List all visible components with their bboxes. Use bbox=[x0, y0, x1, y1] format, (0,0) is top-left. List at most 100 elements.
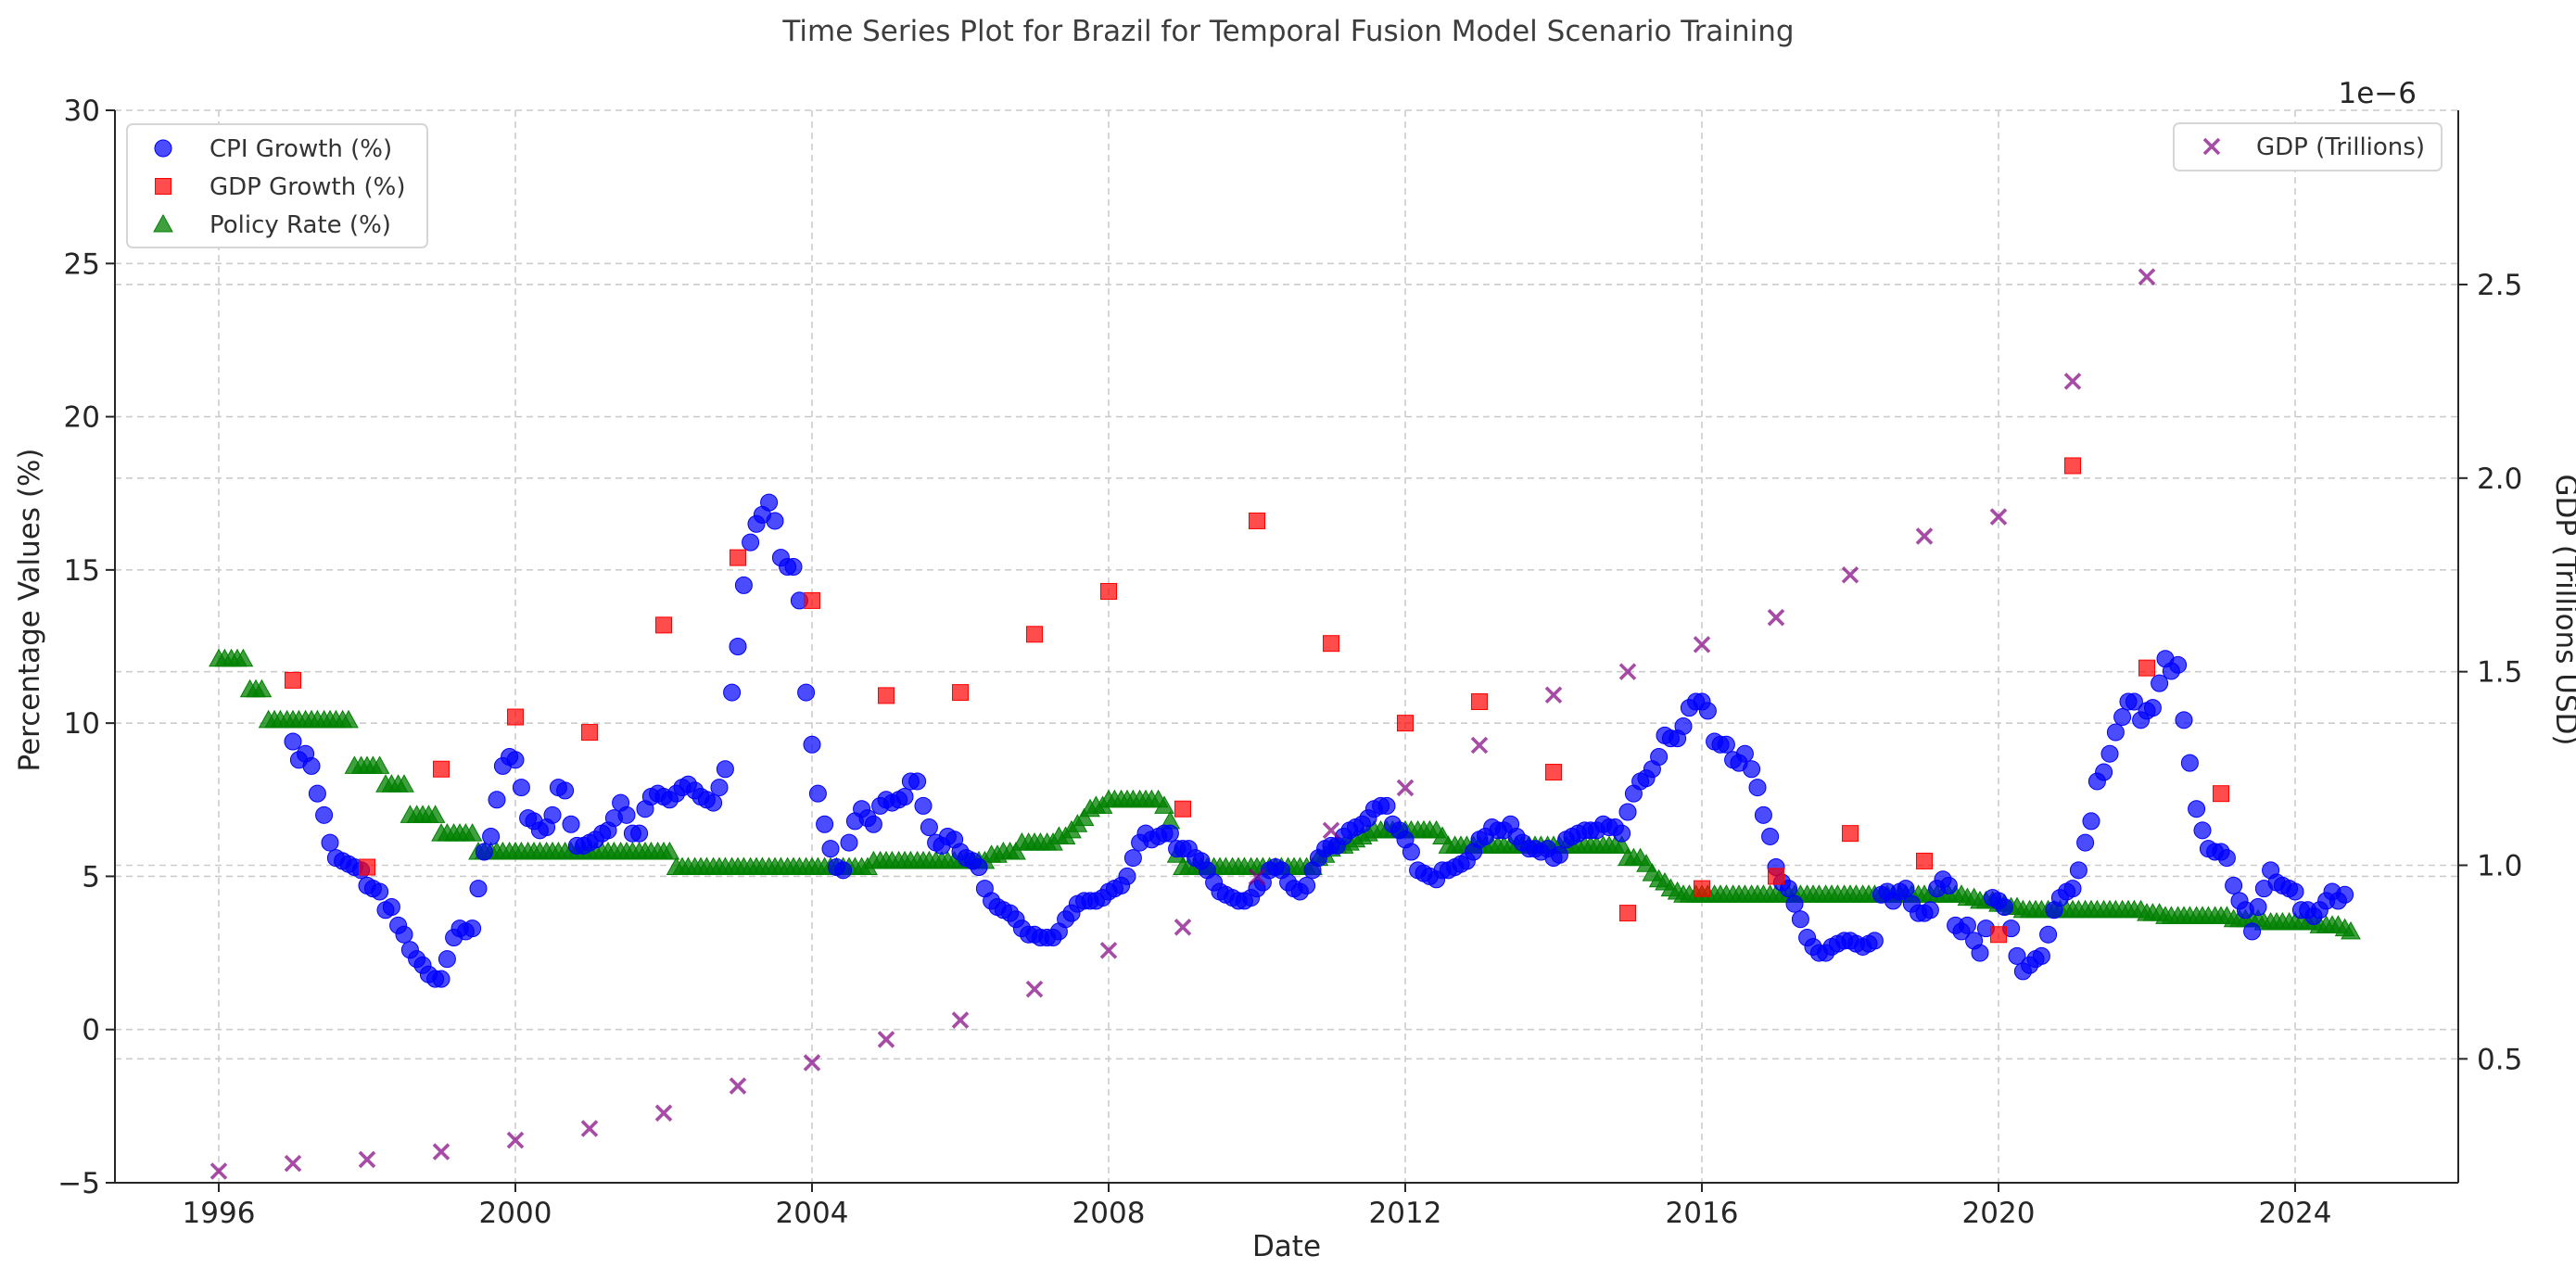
circle-point bbox=[2286, 882, 2304, 901]
square-point bbox=[2064, 457, 2081, 475]
y-tick-label: 15 bbox=[64, 554, 100, 588]
circle-point bbox=[1791, 910, 1809, 929]
x-tick-label: 1996 bbox=[183, 1197, 256, 1230]
circle-point bbox=[2151, 674, 2169, 692]
x-point bbox=[1544, 686, 1563, 704]
x-tick-label: 2016 bbox=[1666, 1197, 1739, 1230]
circle-point bbox=[1748, 779, 1767, 797]
circle-point bbox=[797, 683, 816, 702]
y2-tick-label: 1.0 bbox=[2477, 849, 2522, 882]
circle-point bbox=[1717, 735, 1735, 754]
circle-point bbox=[723, 683, 742, 702]
x-point bbox=[2063, 373, 2082, 390]
x-point bbox=[1025, 980, 1044, 998]
circle-point bbox=[1161, 824, 1179, 843]
triangle-point bbox=[1073, 807, 1095, 827]
circle-point bbox=[734, 576, 753, 594]
square-point bbox=[655, 616, 672, 634]
circle-point bbox=[463, 920, 482, 938]
circle-point bbox=[506, 751, 525, 769]
circle-point bbox=[475, 843, 493, 861]
circle-point bbox=[1298, 876, 1316, 894]
series-square bbox=[285, 457, 2229, 944]
x-point bbox=[1767, 608, 1785, 627]
circle-point bbox=[1550, 845, 1568, 864]
circle-point bbox=[562, 815, 580, 833]
square-point bbox=[1174, 800, 1191, 818]
circle-point bbox=[2100, 744, 2119, 763]
x-point bbox=[358, 1150, 376, 1169]
circle-point bbox=[2180, 754, 2199, 772]
circle-point bbox=[2249, 897, 2267, 916]
circle-point bbox=[2008, 946, 2026, 965]
circle-point bbox=[2039, 925, 2058, 944]
circle-point bbox=[1761, 827, 1780, 845]
circle-point bbox=[1402, 843, 1420, 861]
x-point bbox=[1470, 736, 1489, 755]
square-point bbox=[1545, 764, 1562, 781]
circle-point bbox=[556, 781, 575, 800]
triangle-point bbox=[338, 709, 359, 729]
x-point bbox=[1322, 821, 1340, 840]
circle-point bbox=[704, 793, 723, 812]
circle-point bbox=[1780, 880, 1798, 898]
square-point bbox=[1768, 868, 1784, 885]
triangle-point bbox=[2341, 920, 2361, 940]
circle-point bbox=[784, 558, 803, 577]
square-point bbox=[581, 724, 598, 742]
circle-point bbox=[742, 533, 760, 552]
circle-point bbox=[710, 779, 729, 797]
circle-point bbox=[395, 925, 413, 944]
circle-point bbox=[895, 787, 914, 805]
square-point bbox=[1916, 852, 1933, 869]
x-tick-label: 2020 bbox=[1962, 1197, 2036, 1230]
circle-point bbox=[284, 732, 302, 751]
square-point bbox=[1323, 635, 1339, 653]
x-point bbox=[1396, 779, 1415, 797]
legend-label: GDP Growth (%) bbox=[209, 173, 405, 201]
x-point bbox=[1989, 508, 2008, 526]
circle-point bbox=[1618, 803, 1637, 821]
circle-point bbox=[1613, 824, 1631, 843]
x-point bbox=[1248, 868, 1266, 886]
circle-point bbox=[914, 796, 933, 815]
circle-point bbox=[321, 833, 339, 852]
triangle-point bbox=[1154, 795, 1174, 814]
x-point bbox=[1618, 663, 1637, 680]
square-point bbox=[952, 684, 969, 702]
circle-point bbox=[1785, 894, 1804, 913]
legend-label: GDP (Trillions) bbox=[2256, 133, 2425, 161]
circle-point bbox=[2113, 708, 2132, 727]
circle-point bbox=[760, 493, 779, 512]
circle-point bbox=[488, 791, 506, 809]
circle-point bbox=[1939, 876, 1958, 894]
square-point bbox=[285, 671, 301, 689]
circle-point bbox=[1735, 744, 1754, 763]
circle-point bbox=[766, 512, 784, 530]
circle-point bbox=[840, 833, 858, 852]
triangle-point bbox=[251, 679, 273, 698]
x-point bbox=[1693, 636, 1711, 653]
legend-left-box bbox=[126, 123, 428, 248]
legend-marker-circle bbox=[154, 139, 172, 158]
chart-title: Time Series Plot for Brazil for Temporal… bbox=[781, 15, 1794, 48]
square-point bbox=[433, 760, 450, 778]
legend-label: CPI Growth (%) bbox=[209, 135, 392, 163]
y2-tick-label: 2.5 bbox=[2477, 269, 2522, 302]
circle-point bbox=[2082, 812, 2100, 831]
x-point bbox=[1099, 942, 1118, 959]
triangle-point bbox=[369, 755, 390, 774]
square-point bbox=[1397, 715, 1414, 732]
circle-point bbox=[2143, 699, 2162, 717]
triangle-point bbox=[425, 805, 446, 823]
circle-point bbox=[808, 784, 827, 803]
circle-point bbox=[970, 858, 988, 877]
circle-point bbox=[2032, 946, 2050, 965]
x-axis-label: Date bbox=[1252, 1230, 1321, 1263]
x-point bbox=[2138, 268, 2156, 285]
x-point bbox=[803, 1054, 821, 1072]
circle-point bbox=[630, 824, 649, 843]
legend-left: CPI Growth (%) GDP Growth (%) Policy Rate … bbox=[126, 123, 428, 248]
y-tick-label: 30 bbox=[64, 95, 100, 128]
